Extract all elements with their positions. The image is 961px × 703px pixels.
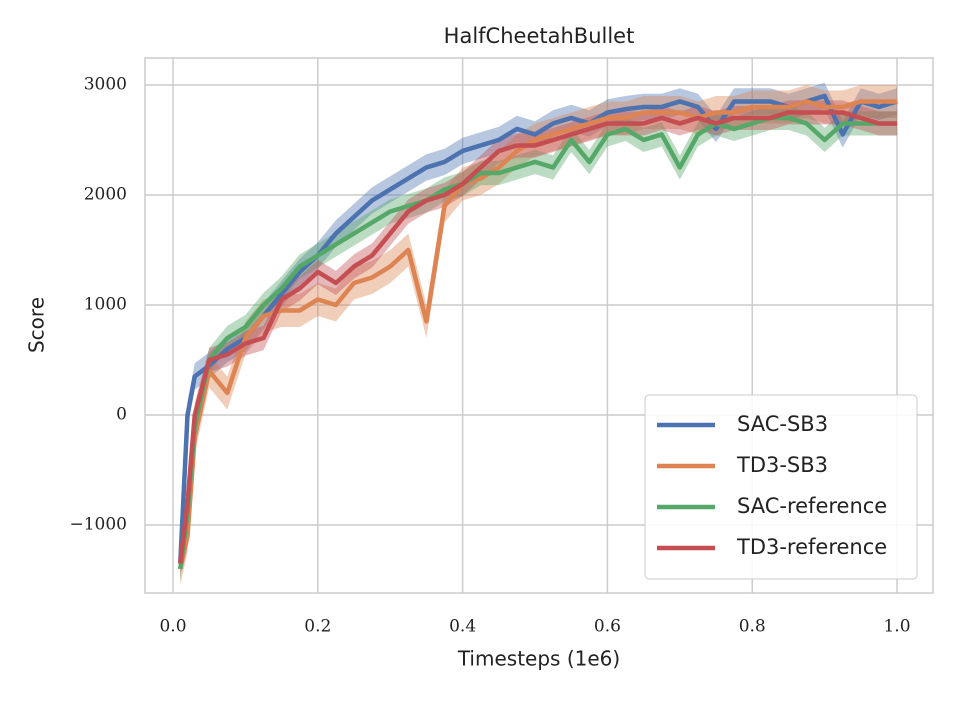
band [180,105,898,582]
legend-box [644,394,918,580]
y-tick-label: 3000 [84,74,127,94]
legend-label: SAC-reference [737,494,887,518]
x-tick-label: 0.8 [739,617,766,637]
x-tick-label: 0.6 [594,617,621,637]
y-tick-label: 0 [116,404,127,424]
line [178,110,898,564]
x-tick-label: 0.2 [304,617,331,637]
y-tick-label: 2000 [84,184,127,204]
legend-label: SAC-SB3 [737,412,828,436]
x-axis-label: Timesteps (1e6) [457,647,620,671]
line [178,93,898,564]
chart-title: HalfCheetahBullet [444,24,635,48]
plot-frame [144,57,934,594]
x-tick-label: 1.0 [883,617,910,637]
y-tick-label: 1000 [84,294,127,314]
y-tick-label: −1000 [69,515,127,535]
x-tick-label: 0.0 [159,617,186,637]
band [180,82,898,577]
legend-label: TD3-SB3 [736,453,828,477]
y-axis-label: Score [25,297,49,353]
x-tick-label: 0.4 [449,617,476,637]
legend-label: TD3-reference [736,535,887,559]
